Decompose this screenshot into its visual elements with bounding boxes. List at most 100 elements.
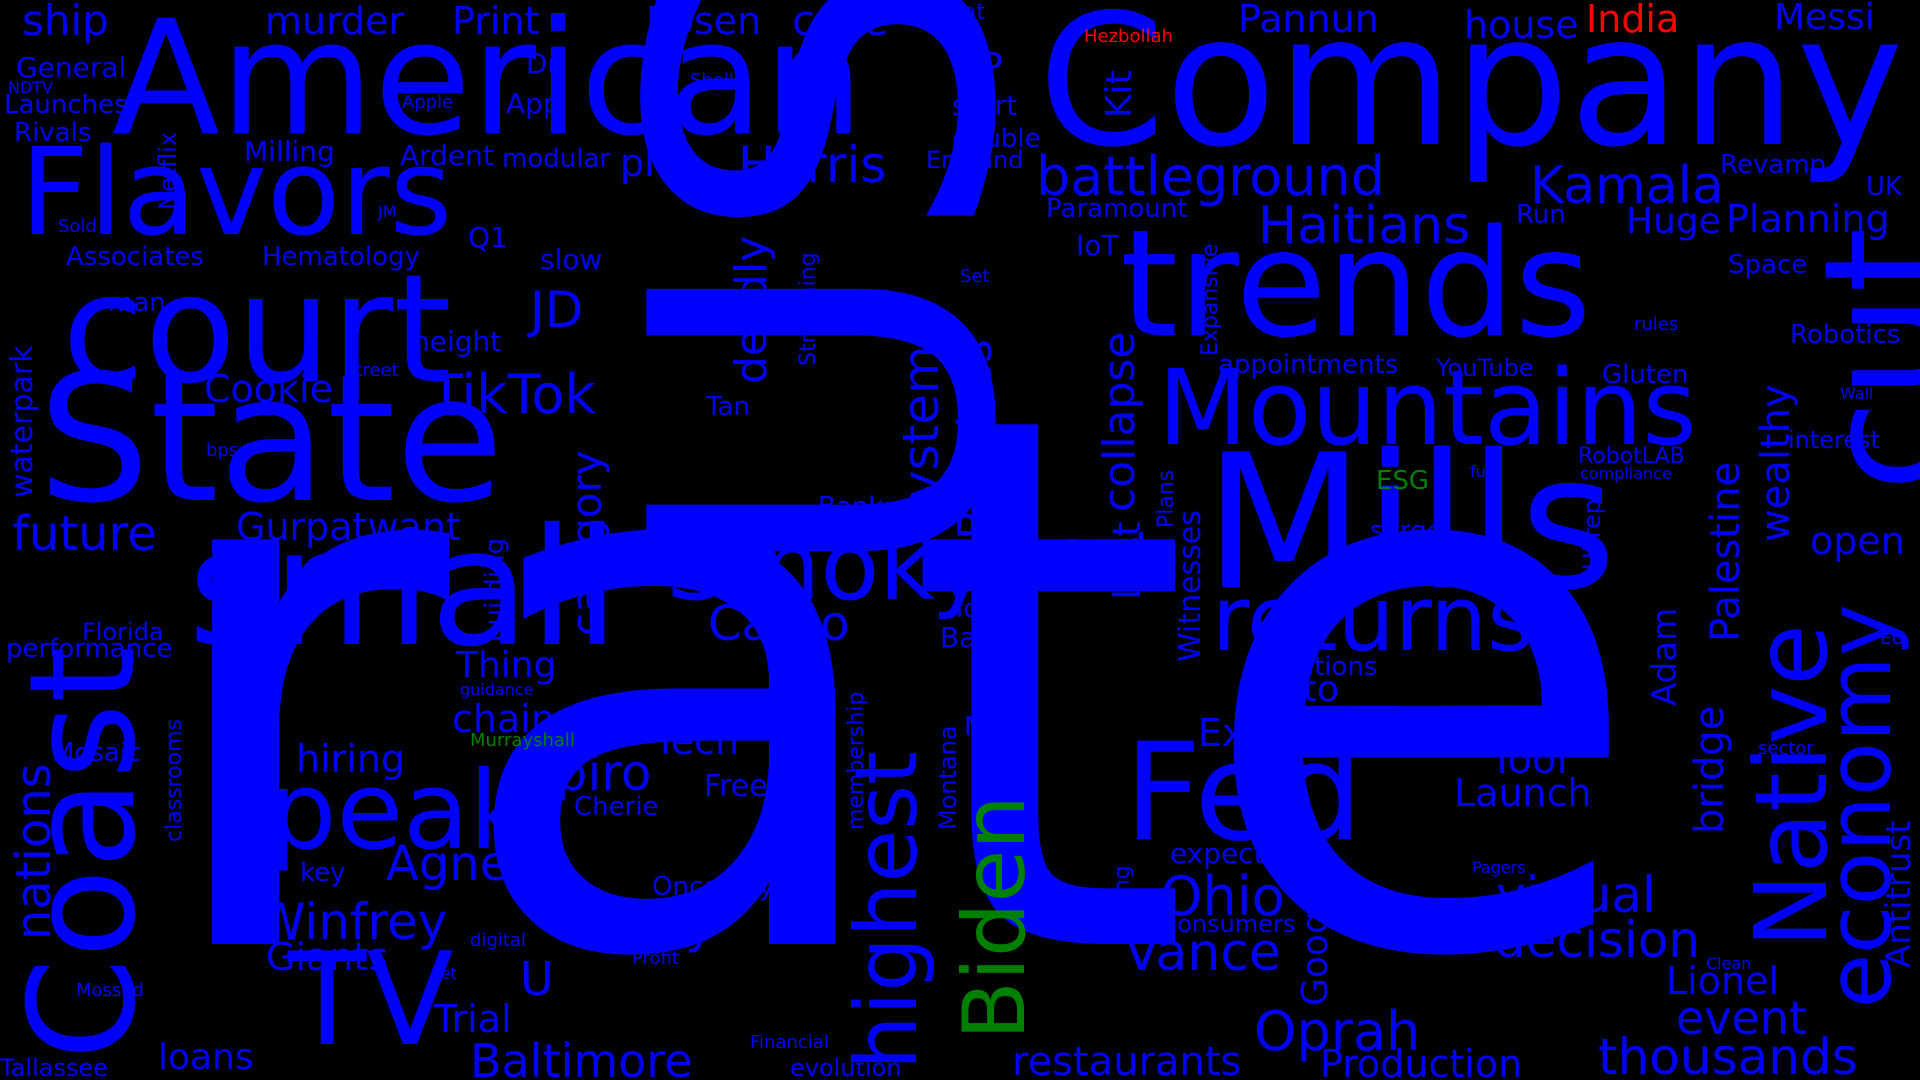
word-jet: jet (436, 964, 457, 983)
word-lionel: Lionel (1666, 959, 1779, 1003)
word-plot: plot (620, 141, 693, 185)
word-vp: VP (954, 45, 1003, 89)
word-worst: worst (1016, 521, 1154, 579)
word-commons: commons (734, 518, 852, 546)
word-battleground: battleground (1036, 145, 1385, 208)
word-auto: auto (1258, 669, 1340, 710)
word-open: open (1810, 519, 1905, 563)
word-chain: chain (452, 697, 555, 741)
word-vance: Vance (1124, 923, 1281, 983)
word-tan: Tan (706, 392, 750, 422)
word-guidance: guidance (460, 680, 534, 699)
word-iot: IoT (1076, 229, 1119, 262)
word-meat: meat (928, 0, 986, 25)
word-baltimore: Baltimore (470, 1034, 693, 1080)
word-baseless: Baseless (948, 338, 1002, 540)
word-event: event (1676, 991, 1808, 1045)
word-cookie: Cookie (204, 367, 333, 411)
word-associates: Associates (66, 242, 204, 272)
word-live: Live (694, 294, 727, 313)
word-membership: membership (844, 691, 869, 830)
word-giants: Giants (266, 935, 389, 979)
word-tech: Tech (654, 719, 740, 763)
word-category: category (562, 450, 611, 636)
word-performance: performance (6, 634, 173, 664)
word-murder: murder (265, 0, 405, 43)
word-shell: Shell (690, 70, 734, 91)
word-court: court (62, 243, 452, 417)
word-expansive: Expansive (1198, 243, 1223, 356)
word-u: U (520, 952, 554, 1006)
word-milling: Milling (244, 135, 335, 168)
word-nations: nations (6, 763, 62, 940)
word-cherie: Cherie (574, 792, 659, 822)
word-hezbollah: Hezbollah (1084, 26, 1173, 47)
word-robotics: Robotics (1790, 320, 1901, 350)
word-app: App (506, 87, 561, 120)
word-palestine: Palestine (1703, 461, 1749, 642)
word-tv: TV (288, 926, 454, 1075)
word-kamala: Kamala (1530, 156, 1724, 216)
word-system: system (892, 345, 950, 526)
word-lost: Lost (1105, 521, 1149, 600)
word-robotlab: RobotLAB (1578, 444, 1685, 469)
word-apple: Apple (402, 92, 454, 113)
word-deadly: deadly (726, 235, 777, 384)
word-restaurants: restaurants (1012, 1039, 1242, 1080)
word-england: England (926, 146, 1024, 174)
word-digital: digital (470, 930, 526, 951)
word-run: Run (1516, 200, 1566, 230)
word-key: key (300, 858, 346, 888)
word-winfrey: Winfrey (256, 893, 448, 951)
word-production: Production (1320, 1042, 1523, 1080)
word-spiro: Spiro (524, 744, 652, 802)
word-streaming: Streaming (796, 252, 821, 366)
word-smoky: Smoky (666, 510, 989, 622)
word-google: Google (1295, 879, 1336, 1006)
word-local: local (956, 594, 1017, 624)
word-wall: Wall (1840, 384, 1874, 403)
word-jm: JM (378, 202, 397, 221)
word-house: house (1464, 3, 1579, 47)
word-man: man (108, 288, 166, 318)
word-expected: expected (1170, 837, 1300, 870)
word-profit: Profit (632, 948, 679, 969)
word-appointments: appointments (1218, 350, 1399, 380)
word-american: American (112, 0, 864, 171)
word-revamp: Revamp (1720, 150, 1827, 180)
word-peak: peak (268, 749, 532, 874)
word-oncology: Oncology (652, 872, 775, 902)
word-adam: Adam (1645, 607, 1685, 706)
word-tool: Tool (1490, 737, 1568, 783)
word-esg: ESG (1376, 466, 1430, 496)
word-small: small (188, 495, 620, 683)
word-waterpark: waterpark (5, 345, 40, 498)
word-montana: Montana (934, 725, 962, 830)
word-gurpatwant: Gurpatwant (236, 505, 461, 549)
word-biden: Biden (945, 795, 1045, 1040)
word-eu: EU (1880, 628, 1905, 649)
word-florida: Florida (82, 618, 164, 646)
word-returns: returns (1212, 567, 1535, 672)
word-solutions: Solutions (1258, 652, 1378, 682)
word-sector: sector (1758, 738, 1814, 759)
word-thing: Thing (456, 645, 557, 686)
word-rules: rules (1634, 314, 1679, 335)
word-trends: trends (1120, 198, 1592, 370)
word-haitians: Haitians (1258, 196, 1471, 256)
word-free: Free (704, 769, 768, 804)
word-witnesses: Witnesses (1173, 510, 1208, 662)
word-company: Company (1038, 0, 1904, 187)
word-city: city (624, 896, 715, 954)
word-antitrust: Antitrust (1879, 820, 1919, 969)
word-mosaic: Mosaic (52, 738, 142, 768)
word-street: Street (344, 360, 399, 381)
word-ship: ship (22, 0, 109, 45)
word-india: India (1586, 0, 1680, 41)
word-rigged: Rigged (1292, 702, 1348, 721)
word-ohio: Ohio (1160, 865, 1285, 928)
word-rosen: Rosen (646, 0, 762, 43)
word-set: Set (960, 266, 990, 287)
word-compliance: compliance (1580, 464, 1672, 483)
word-dr: Dr (526, 47, 560, 80)
